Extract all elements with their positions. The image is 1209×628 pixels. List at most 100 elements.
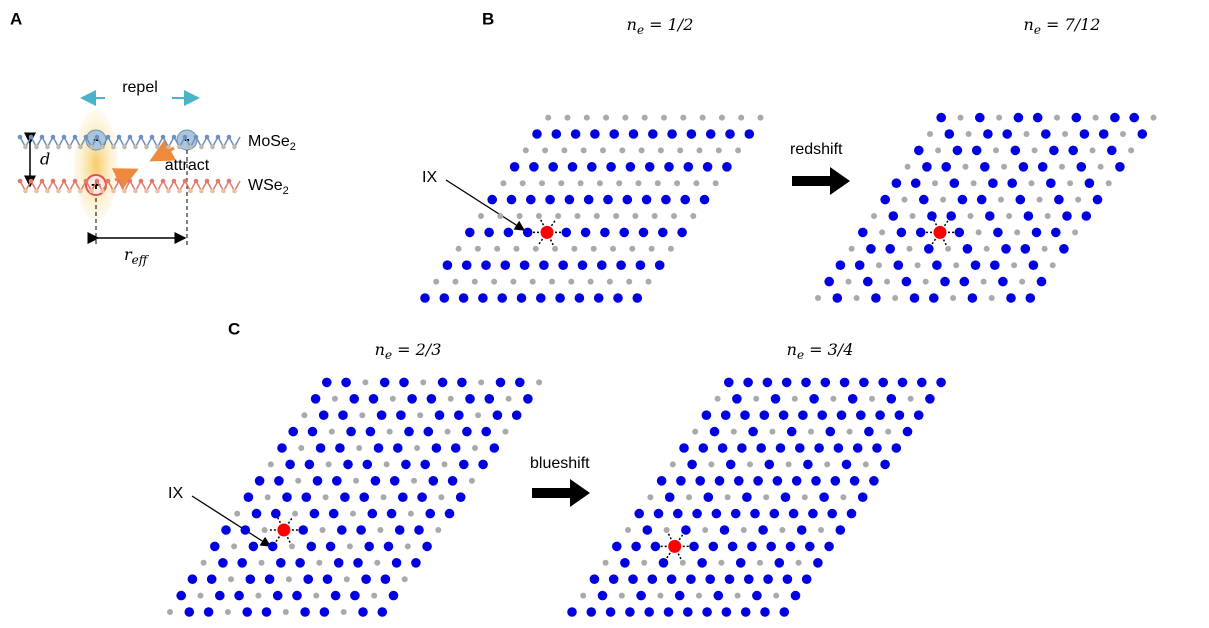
- electron-site: [512, 410, 522, 420]
- electron-site: [440, 293, 450, 303]
- electron-site: [659, 558, 669, 568]
- electron-site: [234, 591, 244, 601]
- electron-site: [300, 607, 310, 617]
- electron-site: [353, 558, 363, 568]
- electron-site: [895, 410, 905, 420]
- electron-site: [645, 162, 655, 172]
- empty-site: [597, 180, 603, 186]
- empty-site: [1024, 131, 1030, 137]
- electron-site: [993, 228, 1003, 238]
- empty-site: [792, 396, 798, 402]
- atom: [100, 145, 105, 150]
- figure: A B C repel attract - - + d reff MoSe2 W…: [0, 0, 1209, 628]
- electron-site: [1099, 129, 1109, 139]
- empty-site: [945, 246, 951, 252]
- electron-site: [298, 525, 308, 535]
- electron-site: [664, 607, 674, 617]
- electron-site: [529, 162, 539, 172]
- electron-site: [616, 260, 626, 270]
- empty-site: [996, 115, 1002, 121]
- electron-site: [237, 558, 247, 568]
- empty-site: [984, 246, 990, 252]
- electron-site: [756, 443, 766, 453]
- electron-site: [677, 228, 687, 238]
- empty-site: [478, 213, 484, 219]
- electron-site: [940, 277, 950, 287]
- electron-site: [683, 607, 693, 617]
- empty-site: [639, 147, 645, 153]
- electron-site: [775, 558, 785, 568]
- electron-site: [393, 443, 403, 453]
- empty-site: [453, 279, 459, 285]
- empty-site: [402, 576, 408, 582]
- empty-site: [884, 279, 890, 285]
- empty-site: [262, 527, 268, 533]
- shift-arrow: [532, 479, 590, 507]
- atom: [73, 179, 78, 184]
- electron-site: [568, 162, 578, 172]
- empty-site: [802, 494, 808, 500]
- electron-site: [356, 525, 366, 535]
- electron-site: [648, 129, 658, 139]
- empty-site: [198, 593, 204, 599]
- empty-site: [414, 445, 420, 451]
- empty-site: [1045, 213, 1051, 219]
- electron-site: [497, 293, 507, 303]
- electron-site: [1033, 113, 1043, 123]
- electron-site: [438, 378, 448, 388]
- electron-site: [590, 129, 600, 139]
- electron-site: [552, 129, 562, 139]
- electron-site: [1072, 113, 1082, 123]
- electron-site: [487, 195, 497, 205]
- electron-site: [625, 607, 635, 617]
- electron-site: [188, 574, 198, 584]
- empty-site: [405, 543, 411, 549]
- electron-site: [783, 574, 793, 584]
- electron-site: [478, 293, 488, 303]
- electron-site: [936, 378, 946, 388]
- electron-site: [885, 244, 895, 254]
- empty-site: [923, 279, 929, 285]
- electron-site: [545, 195, 555, 205]
- electron-site: [675, 591, 685, 601]
- empty-site: [283, 609, 289, 615]
- electron-site: [1115, 162, 1125, 172]
- empty-site: [568, 279, 574, 285]
- electron-site: [850, 476, 860, 486]
- electron-site: [384, 542, 394, 552]
- electron-site: [742, 492, 752, 502]
- empty-site: [344, 576, 350, 582]
- electron-site: [587, 162, 597, 172]
- atom: [122, 189, 127, 194]
- electron-site: [320, 607, 330, 617]
- empty-site: [763, 494, 769, 500]
- empty-site: [725, 494, 731, 500]
- electron-site: [817, 410, 827, 420]
- electron-site: [398, 492, 408, 502]
- electron-site: [648, 574, 658, 584]
- electron-site: [204, 607, 214, 617]
- label: MoSe2: [248, 133, 296, 153]
- electron-site: [457, 378, 467, 388]
- electron-site: [1019, 162, 1029, 172]
- exciton: [541, 226, 554, 239]
- atom: [194, 135, 199, 140]
- empty-site: [879, 229, 885, 235]
- electron-site: [665, 492, 675, 502]
- electron-site: [334, 558, 344, 568]
- empty-site: [731, 429, 737, 435]
- empty-site: [542, 147, 548, 153]
- empty-site: [384, 461, 390, 467]
- empty-site: [715, 396, 721, 402]
- electron-site: [587, 607, 597, 617]
- electron-site: [706, 129, 716, 139]
- electron-site: [643, 525, 653, 535]
- electron-site: [1049, 146, 1059, 156]
- electron-site: [902, 277, 912, 287]
- electron-site: [780, 607, 790, 617]
- empty-site: [558, 180, 564, 186]
- electron-site: [866, 244, 876, 254]
- empty-site: [664, 527, 670, 533]
- electron-site: [703, 162, 713, 172]
- empty-site: [1050, 262, 1056, 268]
